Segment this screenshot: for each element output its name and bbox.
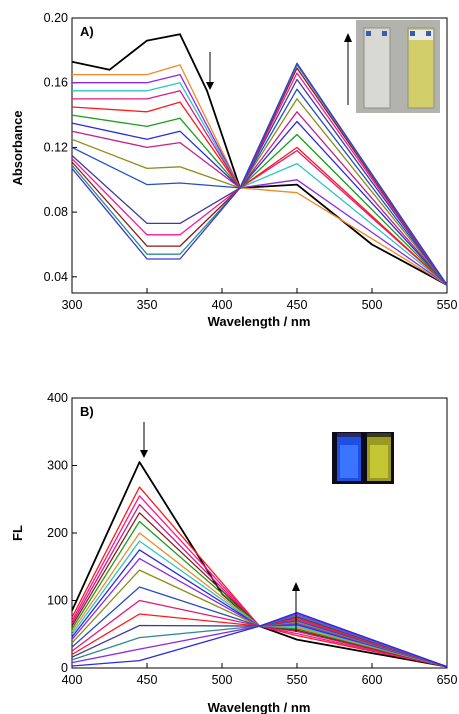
series-line: [71, 114, 448, 286]
x-tick-label: 550: [437, 298, 458, 312]
series-line: [71, 78, 448, 286]
series-line: [71, 611, 448, 668]
panel-b-x-axis-label: Wavelength / nm: [208, 700, 311, 714]
panel-b-ticks: [71, 397, 448, 669]
series-line: [71, 33, 448, 286]
series-line: [71, 614, 448, 668]
series-line: [71, 64, 448, 286]
up-arrow-icon: [344, 33, 352, 105]
series-line: [71, 111, 448, 286]
x-tick-label: 600: [362, 673, 383, 687]
down-arrow-icon: [140, 422, 148, 458]
series-line: [71, 503, 448, 668]
inset-photo-cuvettes-uv: [332, 432, 394, 484]
y-tick-label: 300: [47, 459, 68, 473]
y-tick-label: 0.04: [44, 270, 68, 284]
panel-a-y-axis-label: Absorbance: [10, 110, 25, 185]
up-arrow-icon: [292, 582, 300, 632]
x-tick-label: 350: [137, 298, 158, 312]
series-line: [71, 67, 448, 286]
x-tick-label: 300: [62, 298, 83, 312]
series-line: [71, 101, 448, 286]
panel-a-y-tick-labels: 0.04 0.08 0.12 0.16 0.20: [44, 11, 68, 284]
x-tick-label: 500: [212, 673, 233, 687]
x-tick-label: 450: [287, 298, 308, 312]
x-tick-label: 400: [212, 298, 233, 312]
panel-b-y-axis-label: FL: [10, 525, 25, 541]
series-line: [72, 90, 448, 286]
series-line: [71, 98, 448, 286]
y-tick-label: 200: [47, 526, 68, 540]
x-tick-label: 550: [287, 673, 308, 687]
y-tick-label: 0.12: [44, 140, 68, 154]
series-line: [72, 64, 448, 286]
panel-b: B) 400 450 500 550 600 650 0 100 200 300 400 Wave…: [10, 391, 457, 714]
panel-b-series: [71, 461, 448, 668]
panel-a-x-axis-label: Wavelength / nm: [208, 314, 311, 329]
series-line: [71, 613, 448, 668]
panel-b-label: B): [80, 404, 94, 419]
series-line: [71, 512, 448, 668]
panel-a-label: A): [80, 24, 94, 39]
panel-a-series: [71, 33, 448, 286]
x-tick-label: 650: [437, 673, 458, 687]
panel-b-x-tick-labels: 400 450 500 550 600 650: [62, 673, 458, 687]
series-line: [71, 62, 448, 286]
inset-photo-cuvettes-daylight: [356, 20, 440, 113]
panel-b-y-tick-labels: 0 100 200 300 400: [47, 391, 68, 675]
panel-a-x-tick-labels: 300 350 400 450 500 550: [62, 298, 458, 312]
y-tick-label: 0: [61, 661, 68, 675]
y-tick-label: 0.16: [44, 76, 68, 90]
series-line: [72, 73, 448, 286]
x-tick-label: 400: [62, 673, 83, 687]
y-tick-label: 100: [47, 594, 68, 608]
series-line: [71, 72, 448, 286]
series-line: [71, 520, 448, 668]
down-arrow-icon: [206, 52, 214, 90]
series-line: [71, 120, 448, 286]
x-tick-label: 500: [362, 298, 383, 312]
panel-a: A) 300 350 400 450 500 550 0.040.080.120.160.…: [10, 11, 457, 329]
x-tick-label: 450: [137, 673, 158, 687]
series-line: [71, 88, 448, 286]
series-line: [72, 82, 448, 286]
series-line: [71, 486, 448, 668]
y-tick-label: 0.20: [44, 11, 68, 25]
y-tick-label: 400: [47, 391, 68, 405]
series-line: [71, 613, 448, 668]
y-tick-label: 0.08: [44, 205, 68, 219]
